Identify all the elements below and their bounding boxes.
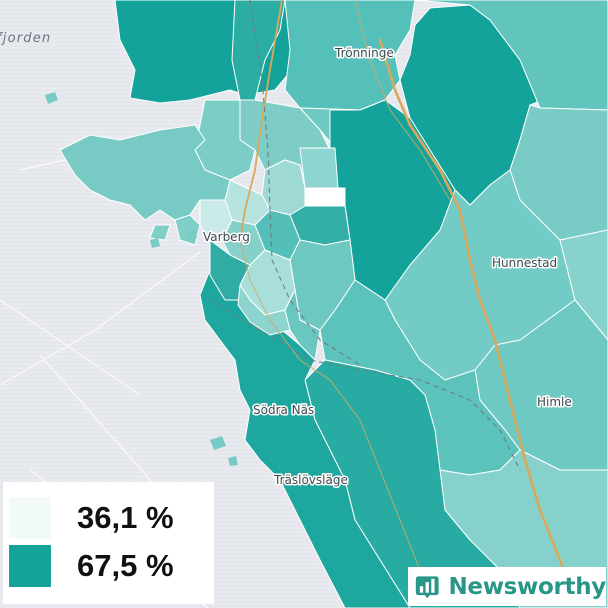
brand-name: Newsworthy (448, 573, 606, 600)
place-label-tronninge: Trönninge (334, 46, 394, 60)
region (559, 229, 608, 341)
newsworthy-logo-icon (415, 575, 439, 598)
place-label-himle: Himle (537, 395, 572, 409)
legend-item-high: 67,5 % (3, 545, 174, 587)
water-label-fjorden: fjorden (0, 31, 51, 46)
legend-swatch-low (9, 497, 51, 539)
legend: 36,1 % 67,5 % (3, 482, 214, 604)
legend-swatch-high (9, 545, 51, 587)
region (284, 289, 321, 361)
place-label-traslovslage: Träslövsläge (273, 473, 348, 487)
legend-item-low: 36,1 % (3, 497, 174, 539)
legend-value-high: 67,5 % (77, 548, 174, 583)
region (149, 224, 171, 241)
region (304, 187, 346, 207)
region (231, 0, 286, 101)
municipal-regions (59, 0, 608, 608)
region (59, 124, 231, 221)
place-label-sodra-nas: Södra Näs (253, 403, 314, 417)
place-label-hunnestad: Hunnestad (492, 256, 557, 270)
islands (45, 92, 238, 466)
brand-logo: Newsworthy (408, 567, 606, 606)
legend-value-low: 36,1 % (77, 500, 174, 535)
place-label-varberg: Varberg (203, 230, 250, 244)
region (414, 0, 608, 111)
railway (209, 0, 521, 471)
region (299, 147, 339, 189)
roads (239, 0, 577, 608)
